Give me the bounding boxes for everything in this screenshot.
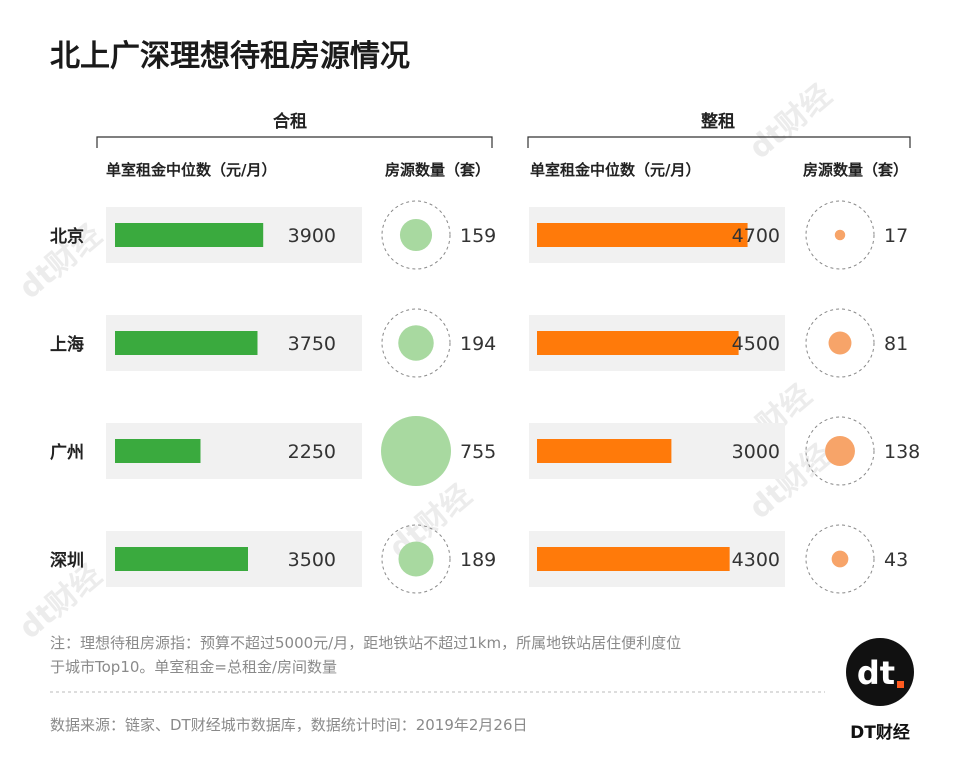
logo-circle bbox=[846, 638, 914, 706]
count-bubble bbox=[398, 541, 434, 577]
watermark-text: dt财经 bbox=[743, 78, 839, 166]
logo-mark: dt bbox=[857, 654, 895, 692]
rent-value-label: 3750 bbox=[288, 333, 336, 355]
bubble-outline bbox=[805, 524, 875, 594]
rent-value-label: 3900 bbox=[288, 225, 336, 247]
logo-dot bbox=[897, 681, 904, 688]
rent-value-label: 4500 bbox=[732, 333, 780, 355]
count-header-whole: 房源数量（套） bbox=[803, 161, 908, 179]
count-bubble bbox=[399, 218, 433, 252]
rent-value-label: 3500 bbox=[288, 549, 336, 571]
bubble-outline bbox=[381, 524, 451, 594]
count-bubble bbox=[828, 331, 852, 355]
group-title-shared: 合租 bbox=[273, 111, 307, 132]
rent-bar bbox=[537, 331, 739, 355]
rent-header-shared: 单室租金中位数（元/月） bbox=[106, 161, 276, 179]
count-value-label: 194 bbox=[460, 333, 496, 355]
city-label: 北京 bbox=[50, 226, 84, 247]
group-bracket-whole bbox=[527, 136, 911, 148]
rent-value-label: 2250 bbox=[288, 441, 336, 463]
city-label: 上海 bbox=[50, 334, 84, 355]
bubble-outline bbox=[805, 308, 875, 378]
count-value-label: 189 bbox=[460, 549, 496, 571]
bubble-outline bbox=[381, 308, 451, 378]
count-value-label: 43 bbox=[884, 549, 908, 571]
city-label: 广州 bbox=[50, 442, 84, 463]
count-value-label: 159 bbox=[460, 225, 496, 247]
logo-name: DT财经 bbox=[850, 722, 910, 743]
rent-header-whole: 单室租金中位数（元/月） bbox=[530, 161, 700, 179]
count-bubble bbox=[831, 550, 849, 568]
note-line-1: 注：理想待租房源指：预算不超过5000元/月，距地铁站不超过1km，所属地铁站居… bbox=[50, 634, 681, 652]
dt-logo: dt DT财经 bbox=[846, 638, 914, 743]
rent-bar bbox=[537, 547, 730, 571]
group-bracket-shared bbox=[96, 136, 493, 148]
count-bubble bbox=[381, 416, 451, 486]
count-bubble bbox=[825, 436, 855, 466]
source-text: 数据来源：链家、DT财经城市数据库，数据统计时间：2019年2月26日 bbox=[50, 716, 528, 734]
count-bubble bbox=[834, 229, 846, 241]
bubble-outline bbox=[805, 416, 875, 486]
rent-bar bbox=[115, 439, 201, 463]
city-label: 深圳 bbox=[50, 550, 84, 571]
count-header-shared: 房源数量（套） bbox=[385, 161, 490, 179]
count-value-label: 81 bbox=[884, 333, 908, 355]
rent-value-label: 3000 bbox=[732, 441, 780, 463]
group-title-whole: 整租 bbox=[701, 111, 735, 132]
rent-bar bbox=[537, 223, 748, 247]
rent-bar bbox=[115, 223, 264, 247]
rent-value-label: 4300 bbox=[732, 549, 780, 571]
bubble-outline bbox=[381, 200, 451, 270]
count-value-label: 138 bbox=[884, 441, 920, 463]
rent-bar bbox=[115, 331, 258, 355]
bubble-outline bbox=[805, 200, 875, 270]
count-value-label: 755 bbox=[460, 441, 496, 463]
rent-bar bbox=[537, 439, 672, 463]
chart-title: 北上广深理想待租房源情况 bbox=[50, 39, 410, 74]
note-line-2: 于城市Top10。单室租金=总租金/房间数量 bbox=[50, 658, 337, 676]
count-value-label: 17 bbox=[884, 225, 908, 247]
rent-bar bbox=[115, 547, 248, 571]
rent-value-label: 4700 bbox=[732, 225, 780, 247]
count-bubble bbox=[398, 325, 434, 361]
chart-rows: 北京 3900 159 4700 17 上海 3750 194 4500 81 广州 2250 755 3… bbox=[50, 200, 920, 594]
